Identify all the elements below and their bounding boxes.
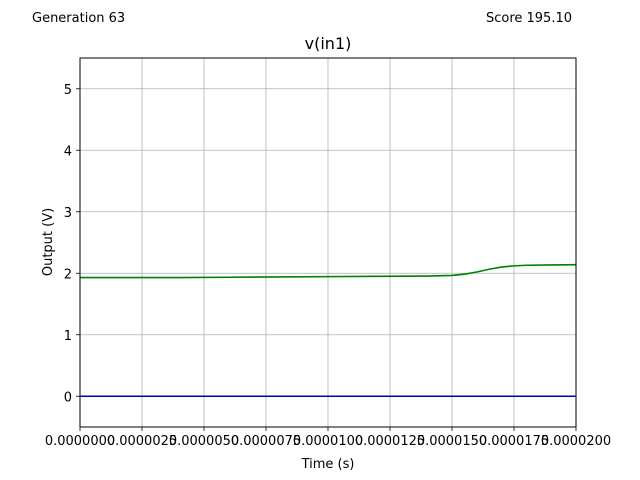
x-tick-label: 0.0000175 (479, 434, 549, 449)
y-tick-label: 3 (64, 206, 72, 221)
y-tick-label: 0 (64, 390, 72, 405)
y-tick-label: 4 (64, 144, 72, 159)
generation-label: Generation 63 (32, 11, 126, 26)
score-label: Score 195.10 (485, 11, 572, 26)
y-tick-label: 5 (64, 83, 72, 98)
series-layer (80, 263, 577, 398)
y-tick-label: 1 (64, 329, 72, 344)
x-tick-label: 0.0000200 (541, 434, 611, 449)
chart-title: v(in1) (305, 34, 352, 53)
x-tick-label: 0.0000125 (355, 434, 425, 449)
grid (79, 58, 577, 427)
y-axis-label: Output (V) (41, 208, 56, 276)
x-axis-ticks: 0.00000000.00000250.00000500.00000750.00… (45, 427, 611, 449)
x-axis-label: Time (s) (301, 457, 355, 472)
y-axis-ticks: 0 1 2 3 4 5 (64, 83, 80, 405)
series-line-1 (80, 263, 577, 279)
x-tick-label: 0.0000075 (231, 434, 301, 449)
x-tick-label: 0.0000025 (107, 434, 177, 449)
x-tick-label: 0.0000150 (417, 434, 487, 449)
y-tick-label: 2 (64, 267, 72, 282)
x-tick-label: 0.0000000 (45, 434, 115, 449)
x-tick-label: 0.0000050 (169, 434, 239, 449)
x-tick-label: 0.0000100 (293, 434, 363, 449)
